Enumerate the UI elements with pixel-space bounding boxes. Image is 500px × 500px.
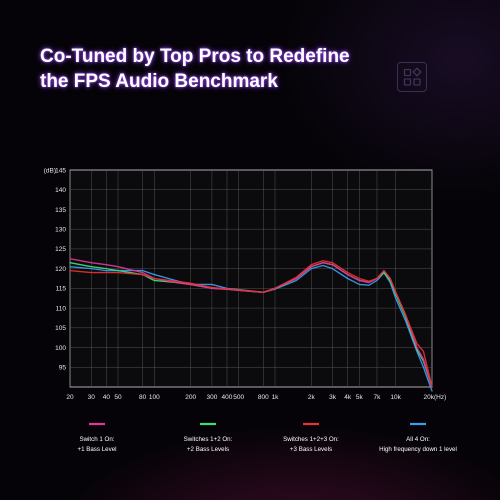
headline-line-1: Co-Tuned by Top Pros to Redefine [40, 46, 350, 67]
y-tick-label: 125 [55, 246, 66, 253]
headline: Co-Tuned by Top Pros to Redefine the FPS… [40, 44, 350, 94]
y-tick-label: 115 [56, 286, 67, 293]
x-tick-label: 500 [233, 394, 244, 401]
x-tick-label: 20k [424, 394, 435, 401]
x-tick-label: 10k [390, 394, 401, 401]
series-line [69, 260, 433, 388]
legend-label-line-2: +1 Bass Level [77, 446, 116, 453]
x-tick-label: 100 [149, 394, 160, 401]
series-line [69, 264, 433, 392]
x-tick-label: 50 [114, 394, 122, 401]
legend-label-line-1: Switches 1+2 On: [184, 436, 233, 443]
x-tick-label: 4k [344, 394, 352, 401]
grid-squares-diamond-svg [403, 67, 422, 86]
y-tick-label: 95 [59, 365, 67, 372]
x-tick-label: 200 [185, 394, 196, 401]
y-tick-label: 140 [55, 187, 66, 194]
legend-label-line-1: Switches 1+2+3 On: [283, 436, 339, 443]
y-tick-label: 100 [55, 345, 66, 352]
x-unit-label: (Hz) [434, 394, 446, 401]
y-tick-label: 120 [55, 266, 66, 273]
x-tick-label: 7k [374, 394, 382, 401]
x-tick-label: 5k [356, 394, 364, 401]
plot-area [69, 169, 433, 388]
legend-label-line-2: +3 Bass Levels [290, 446, 332, 453]
x-tick-label: 20 [66, 394, 74, 401]
x-tick-label: 40 [103, 394, 111, 401]
legend-label-line-2: High frequency down 1 level [379, 446, 457, 453]
x-tick-label: 80 [139, 394, 147, 401]
headline-line-2: the FPS Audio Benchmark [40, 71, 278, 92]
y-unit-label: (dB) [44, 167, 56, 174]
legend-label-line-1: Switch 1 On: [79, 436, 114, 443]
y-tick-label: 105 [55, 325, 66, 332]
x-tick-label: 30 [88, 394, 96, 401]
x-tick-label: 800 [258, 394, 269, 401]
legend-label-line-2: +2 Bass Levels [187, 446, 229, 453]
grid-squares-diamond-icon [397, 62, 427, 92]
x-tick-label: 400 [222, 394, 233, 401]
x-tick-label: 3k [329, 394, 337, 401]
y-tick-label: 145 [55, 167, 66, 174]
y-tick-label: 130 [55, 226, 66, 233]
y-tick-label: 135 [55, 207, 66, 214]
y-tick-label: 110 [56, 305, 67, 312]
legend-label-line-1: All 4 On: [406, 436, 430, 443]
x-tick-label: 1k [272, 394, 280, 401]
x-tick-label: 300 [206, 394, 217, 401]
x-tick-label: 2k [308, 394, 316, 401]
